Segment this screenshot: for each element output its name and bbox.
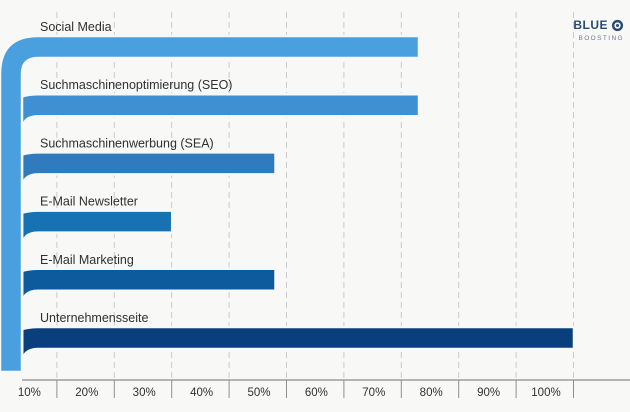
logo-mark-icon <box>611 19 624 31</box>
category-label: E-Mail Marketing <box>40 253 134 267</box>
bar <box>0 34 421 374</box>
tick-label: 60% <box>305 387 328 399</box>
category-label: Suchmaschinenoptimierung (SEO) <box>40 78 232 92</box>
logo-subtitle: BOOSTING <box>578 35 624 42</box>
logo-word: BLUE <box>573 18 608 32</box>
category-label: Social Media <box>40 20 112 34</box>
category-label: Unternehmensseite <box>40 311 148 325</box>
tick-label: 80% <box>420 387 443 399</box>
tick-label: 100% <box>531 387 560 399</box>
tick-label: 70% <box>362 387 385 399</box>
tick-label: 50% <box>247 387 270 399</box>
tick-label: 20% <box>75 387 98 399</box>
category-label: Suchmaschinenwerbung (SEA) <box>40 136 214 150</box>
logo: BLUE BOOSTING <box>573 18 624 42</box>
tick-label: 40% <box>190 387 213 399</box>
category-label: E-Mail Newsletter <box>40 195 138 209</box>
tick-label: 10% <box>18 387 41 399</box>
tick-label: 90% <box>477 387 500 399</box>
tick-label: 30% <box>133 387 156 399</box>
